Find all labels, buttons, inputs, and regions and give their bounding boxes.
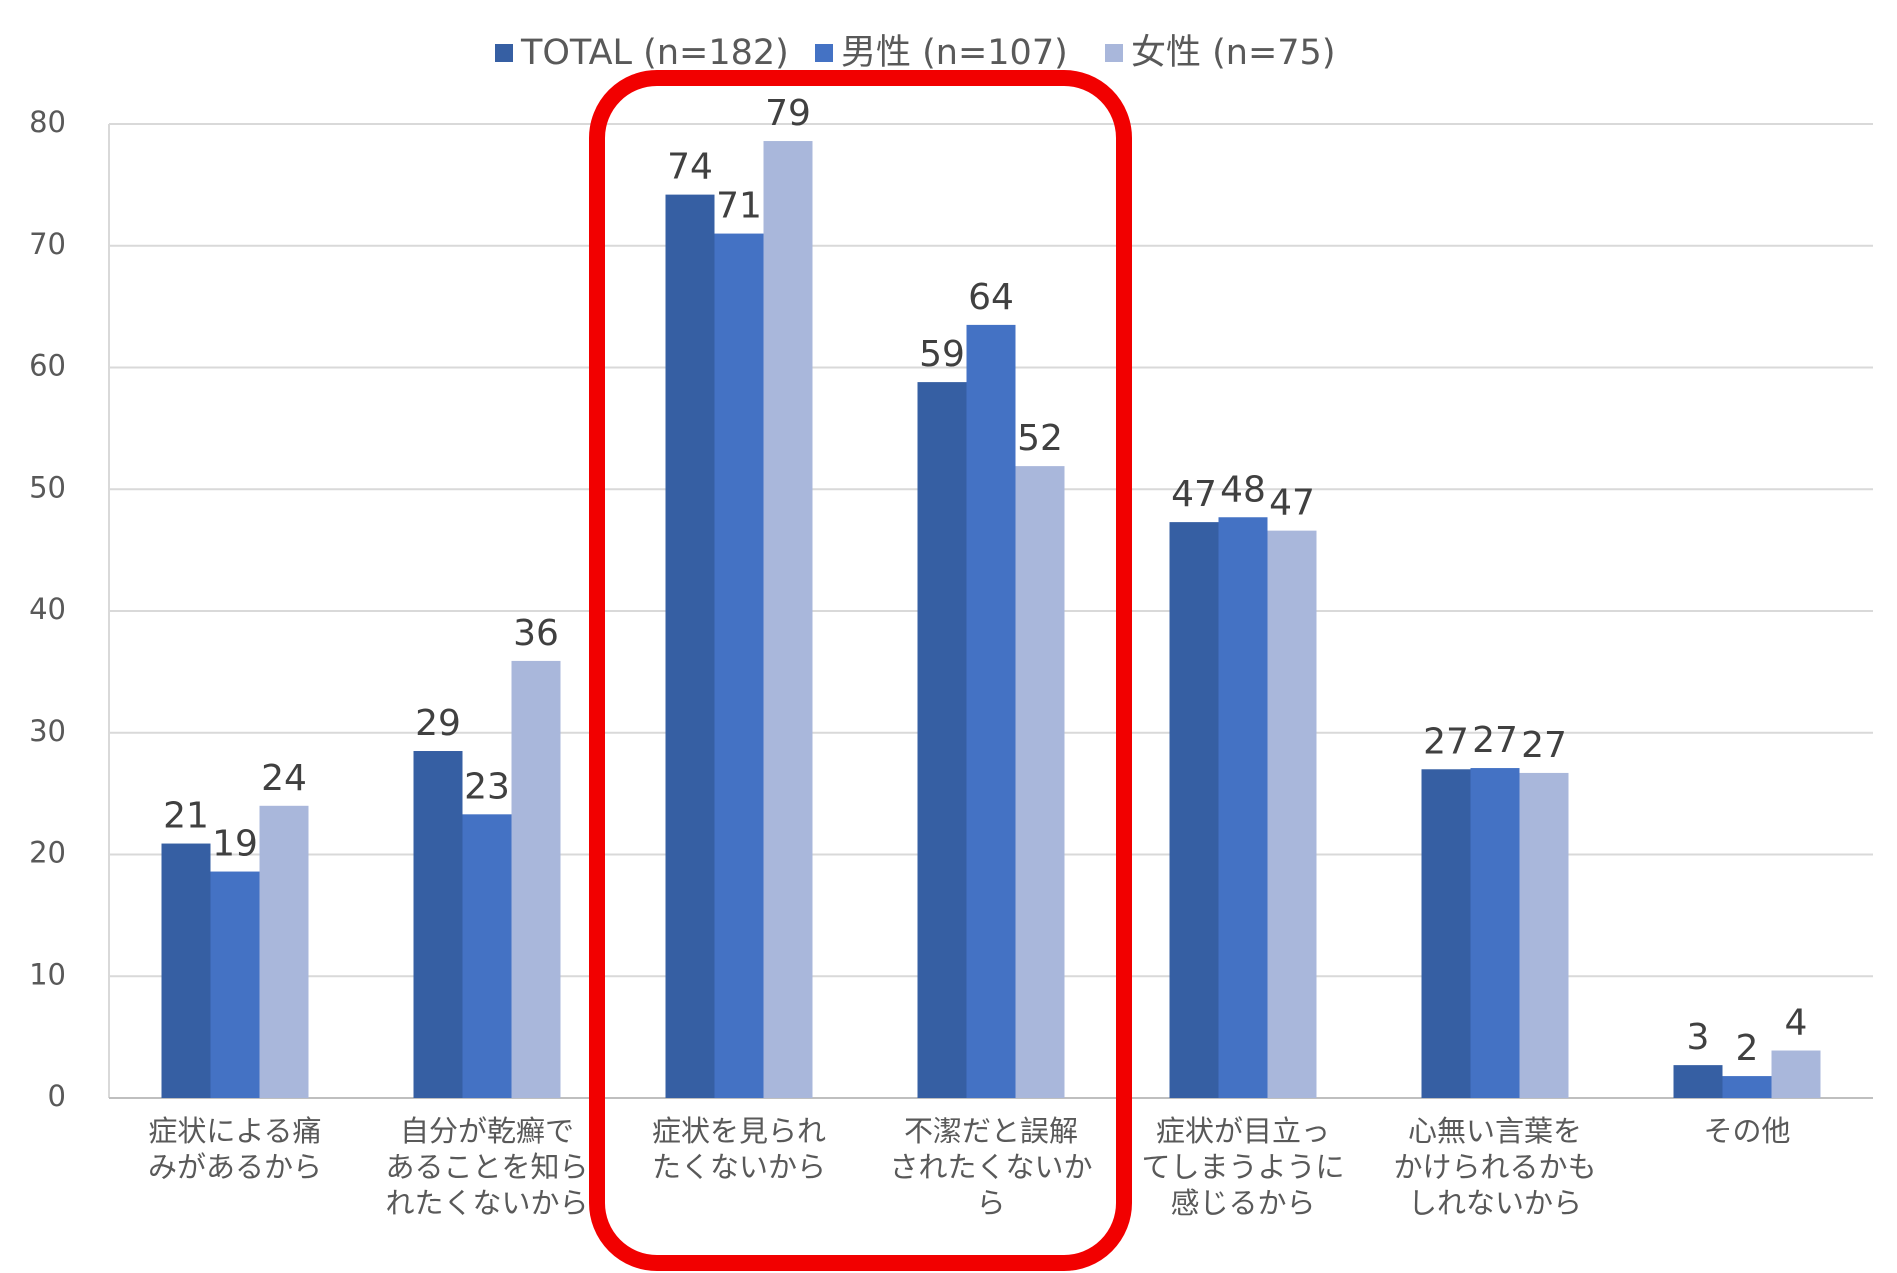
bar: [1015, 466, 1065, 1098]
bar: [1470, 768, 1520, 1098]
bar: [1722, 1076, 1772, 1098]
value-label: 52: [1017, 418, 1063, 459]
y-tick-label: 30: [29, 714, 66, 748]
bar: [1673, 1065, 1723, 1098]
y-tick-label: 80: [29, 105, 66, 139]
x-tick-label: 症状による痛みがあるから: [148, 1114, 322, 1184]
y-tick-label: 70: [29, 227, 66, 261]
legend-swatch: [815, 44, 833, 62]
x-tick-label: 症状が目立ってしまうように感じるから: [1141, 1114, 1344, 1220]
x-tick-label: 不潔だと誤解されたくないから: [889, 1114, 1092, 1220]
value-label: 59: [919, 334, 965, 375]
value-label: 64: [968, 277, 1014, 318]
legend-label: TOTAL (n=182): [520, 33, 789, 73]
bar: [413, 751, 463, 1098]
y-tick-label: 0: [48, 1079, 66, 1113]
legend-label: 女性 (n=75): [1131, 33, 1335, 73]
bar: [161, 843, 211, 1098]
y-tick-label: 20: [29, 836, 66, 870]
x-tick-label: 自分が乾癬であることを知られたくないから: [385, 1114, 588, 1220]
highlight-box: [589, 70, 1132, 1271]
x-tick-label: 症状を見られたくないから: [652, 1114, 826, 1184]
bar: [511, 660, 561, 1098]
value-label: 19: [212, 824, 258, 865]
bar: [966, 324, 1016, 1098]
bar: [714, 233, 764, 1098]
bar: [917, 382, 967, 1098]
value-label: 3: [1687, 1017, 1710, 1058]
x-tick-label: 心無い言葉をかけられるかもしれないから: [1393, 1114, 1596, 1220]
value-label: 4: [1785, 1003, 1808, 1044]
value-label: 27: [1423, 721, 1469, 762]
legend-label: 男性 (n=107): [841, 33, 1068, 73]
bar: [763, 141, 813, 1099]
y-tick-label: 60: [29, 349, 66, 383]
bar: [462, 814, 512, 1098]
value-label: 74: [667, 147, 713, 188]
value-label: 79: [765, 93, 811, 134]
bar: [210, 871, 260, 1098]
value-label: 29: [415, 703, 461, 744]
bar: [1169, 522, 1219, 1098]
value-label: 47: [1269, 483, 1315, 524]
value-label: 23: [464, 766, 510, 807]
legend-swatch: [1105, 44, 1123, 62]
value-label: 71: [716, 186, 762, 227]
value-label: 47: [1171, 474, 1217, 515]
value-label: 2: [1736, 1028, 1759, 1069]
plot: 01020304050607080症状による痛みがあるから211924自分が乾癬…: [29, 33, 1873, 1220]
y-tick-label: 50: [29, 470, 66, 504]
bar: [1771, 1050, 1821, 1098]
y-tick-label: 10: [29, 957, 66, 991]
x-tick-label: その他: [1703, 1114, 1790, 1148]
bar: [259, 805, 309, 1098]
bar: [1267, 530, 1317, 1098]
bar: [665, 194, 715, 1099]
value-label: 36: [513, 613, 559, 654]
bar: [1218, 517, 1268, 1098]
value-label: 21: [163, 796, 209, 837]
value-label: 27: [1472, 720, 1518, 761]
legend-swatch: [495, 44, 513, 62]
value-label: 48: [1220, 469, 1266, 510]
bar: [1421, 769, 1471, 1098]
value-label: 24: [261, 758, 307, 799]
y-tick-label: 40: [29, 592, 66, 626]
value-label: 27: [1521, 725, 1567, 766]
bar: [1519, 772, 1569, 1098]
